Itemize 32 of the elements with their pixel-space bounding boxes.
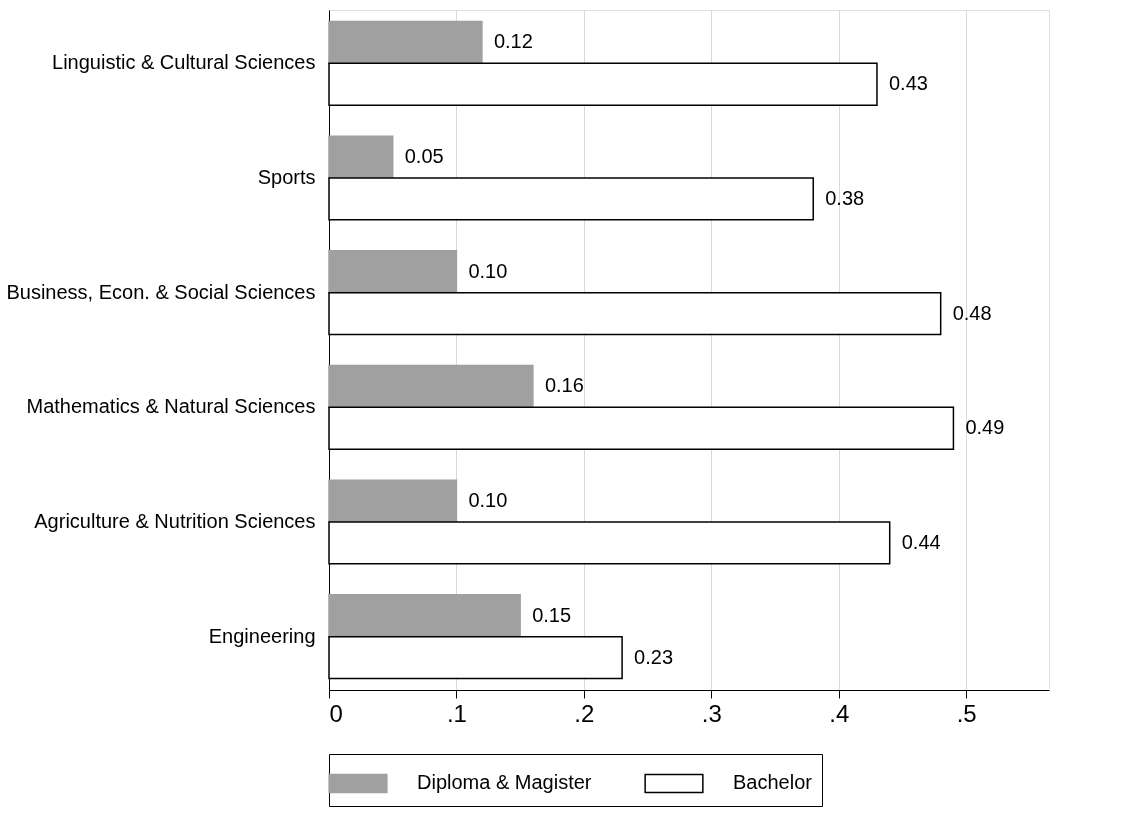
data-label: 0.23	[634, 645, 674, 668]
x-tick-label: .3	[701, 699, 722, 727]
data-label: 0.12	[493, 30, 533, 53]
data-label: 0.10	[468, 259, 508, 282]
data-label: 0.16	[544, 374, 584, 397]
bar	[328, 135, 394, 179]
data-label: 0.43	[888, 72, 928, 95]
data-label: 0.44	[901, 530, 941, 553]
x-tick-label: .4	[829, 699, 850, 727]
legend-label: Diploma & Magister	[417, 771, 592, 794]
y-tick-label: Agriculture & Nutrition Sciences	[34, 510, 316, 533]
bar	[328, 20, 483, 65]
data-label: 0.15	[532, 603, 572, 626]
y-tick-label: Sports	[257, 165, 316, 188]
legend-label: Bachelor	[733, 771, 813, 794]
x-tick-label: .2	[574, 699, 595, 727]
x-tick-label: .5	[956, 699, 977, 727]
y-tick-label: Business, Econ. & Social Sciences	[6, 280, 316, 303]
bar	[328, 594, 521, 638]
data-label: 0.10	[468, 489, 508, 512]
bar	[328, 479, 458, 523]
y-tick-label: Engineering	[208, 624, 316, 647]
data-label: 0.49	[965, 416, 1005, 439]
x-tick-label: 0	[329, 699, 343, 727]
x-tick-label: .1	[446, 699, 467, 727]
data-label: 0.05	[404, 145, 444, 168]
bar	[328, 364, 534, 409]
y-tick-label: Mathematics & Natural Sciences	[26, 395, 316, 418]
data-label: 0.38	[825, 186, 865, 209]
y-tick-label: Linguistic & Cultural Sciences	[52, 51, 316, 74]
bar	[328, 250, 458, 294]
data-label: 0.48	[952, 301, 992, 324]
